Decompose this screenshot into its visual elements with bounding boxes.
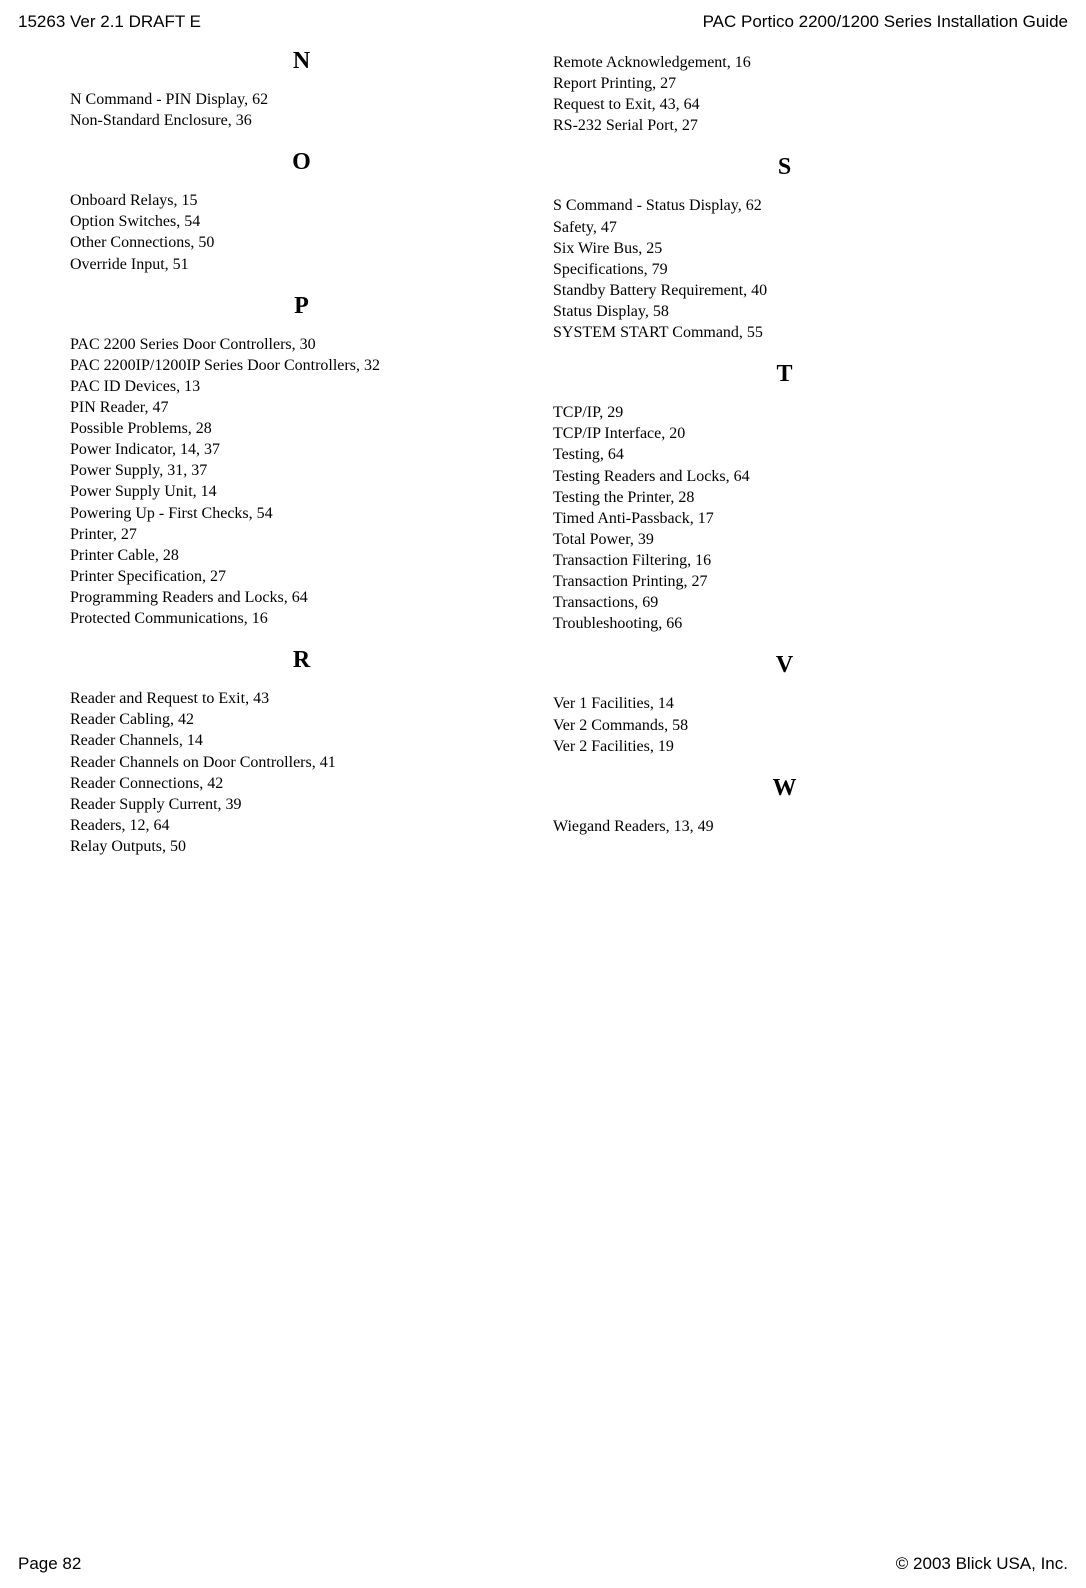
index-entry: Power Supply, 31, 37 [70, 460, 533, 481]
index-entry: S Command - Status Display, 62 [553, 195, 1016, 216]
index-entry: Total Power, 39 [553, 529, 1016, 550]
index-entry: N Command - PIN Display, 62 [70, 89, 533, 110]
footer-page-number: Page 82 [18, 1554, 81, 1574]
index-entry: RS-232 Serial Port, 27 [553, 115, 1016, 136]
index-entry: Programming Readers and Locks, 64 [70, 587, 533, 608]
section-heading-v: V [553, 652, 1016, 679]
index-entry: Testing Readers and Locks, 64 [553, 466, 1016, 487]
right-column: Remote Acknowledgement, 16 Report Printi… [553, 46, 1016, 857]
index-entry: Override Input, 51 [70, 254, 533, 275]
index-entry: Wiegand Readers, 13, 49 [553, 816, 1016, 837]
section-heading-p: P [70, 293, 533, 320]
index-entry: PIN Reader, 47 [70, 397, 533, 418]
header-right: PAC Portico 2200/1200 Series Installatio… [703, 12, 1068, 32]
index-entry: Status Display, 58 [553, 301, 1016, 322]
index-entry: Printer, 27 [70, 524, 533, 545]
section-heading-t: T [553, 361, 1016, 388]
index-entry: Transaction Filtering, 16 [553, 550, 1016, 571]
index-entry: PAC 2200IP/1200IP Series Door Controller… [70, 355, 533, 376]
index-entry: Non-Standard Enclosure, 36 [70, 110, 533, 131]
header-left: 15263 Ver 2.1 DRAFT E [18, 12, 201, 32]
index-entry: Transactions, 69 [553, 592, 1016, 613]
index-entry: Timed Anti-Passback, 17 [553, 508, 1016, 529]
index-entry: Reader Channels, 14 [70, 730, 533, 751]
index-entry: Troubleshooting, 66 [553, 613, 1016, 634]
page-footer: Page 82 © 2003 Blick USA, Inc. [0, 1554, 1086, 1574]
index-entry: Testing, 64 [553, 444, 1016, 465]
section-heading-s: S [553, 154, 1016, 181]
index-entry: Option Switches, 54 [70, 211, 533, 232]
index-entry: TCP/IP, 29 [553, 402, 1016, 423]
section-heading-r: R [70, 647, 533, 674]
section-heading-o: O [70, 149, 533, 176]
index-entry: Reader Channels on Door Controllers, 41 [70, 752, 533, 773]
index-entry: PAC 2200 Series Door Controllers, 30 [70, 334, 533, 355]
index-entry: Printer Specification, 27 [70, 566, 533, 587]
index-entry: Report Printing, 27 [553, 73, 1016, 94]
index-entry: Onboard Relays, 15 [70, 190, 533, 211]
section-heading-n: N [70, 48, 533, 75]
index-entry: Reader Supply Current, 39 [70, 794, 533, 815]
section-heading-w: W [553, 775, 1016, 802]
index-entry: Reader Connections, 42 [70, 773, 533, 794]
index-entry: Safety, 47 [553, 217, 1016, 238]
index-entry: Specifications, 79 [553, 259, 1016, 280]
footer-copyright: © 2003 Blick USA, Inc. [896, 1554, 1068, 1574]
index-entry: PAC ID Devices, 13 [70, 376, 533, 397]
index-content: N N Command - PIN Display, 62 Non-Standa… [0, 46, 1086, 857]
index-entry: Possible Problems, 28 [70, 418, 533, 439]
index-entry: Ver 1 Facilities, 14 [553, 693, 1016, 714]
index-entry: Standby Battery Requirement, 40 [553, 280, 1016, 301]
index-entry: Protected Communications, 16 [70, 608, 533, 629]
index-entry: Transaction Printing, 27 [553, 571, 1016, 592]
index-entry: Testing the Printer, 28 [553, 487, 1016, 508]
index-entry: Other Connections, 50 [70, 232, 533, 253]
index-entry: Six Wire Bus, 25 [553, 238, 1016, 259]
index-entry: Ver 2 Commands, 58 [553, 715, 1016, 736]
index-entry: Powering Up - First Checks, 54 [70, 503, 533, 524]
index-entry: Relay Outputs, 50 [70, 836, 533, 857]
index-entry: Power Indicator, 14, 37 [70, 439, 533, 460]
index-entry: Printer Cable, 28 [70, 545, 533, 566]
index-entry: TCP/IP Interface, 20 [553, 423, 1016, 444]
index-entry: Power Supply Unit, 14 [70, 481, 533, 502]
left-column: N N Command - PIN Display, 62 Non-Standa… [70, 46, 533, 857]
index-entry: Readers, 12, 64 [70, 815, 533, 836]
index-entry: Ver 2 Facilities, 19 [553, 736, 1016, 757]
index-entry: Reader and Request to Exit, 43 [70, 688, 533, 709]
page-header: 15263 Ver 2.1 DRAFT E PAC Portico 2200/1… [0, 0, 1086, 46]
index-entry: Reader Cabling, 42 [70, 709, 533, 730]
index-entry: SYSTEM START Command, 55 [553, 322, 1016, 343]
index-entry: Request to Exit, 43, 64 [553, 94, 1016, 115]
index-entry: Remote Acknowledgement, 16 [553, 52, 1016, 73]
